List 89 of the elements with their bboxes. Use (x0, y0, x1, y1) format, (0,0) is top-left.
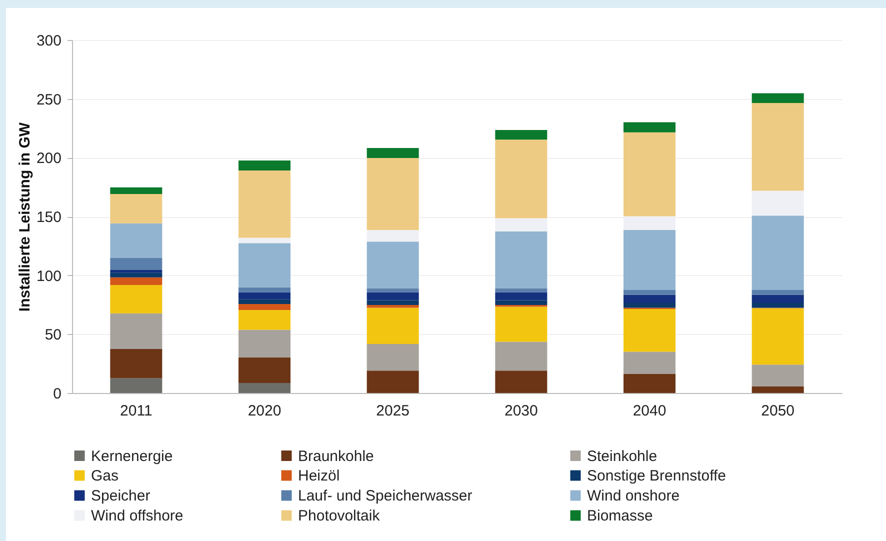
bar (495, 218, 548, 232)
x-tick-label: 2050 (761, 402, 795, 420)
bar (752, 290, 804, 295)
bar (624, 352, 676, 374)
bar (238, 292, 290, 300)
bar (495, 306, 548, 342)
bar (366, 148, 419, 158)
bar (624, 122, 676, 132)
bar (624, 230, 676, 290)
legend-label: Steinkohle (587, 448, 658, 465)
legend-label: Kernenergie (91, 448, 173, 465)
bar (366, 308, 419, 344)
bar (110, 378, 162, 393)
bar (752, 294, 804, 303)
bar (110, 270, 162, 273)
bar (110, 194, 162, 224)
bar (624, 302, 676, 308)
bar (366, 304, 419, 308)
bar (495, 292, 548, 300)
bar (366, 344, 419, 371)
y-tick-label: 150 (36, 209, 62, 226)
legend-label: Gas (91, 468, 119, 484)
bar (238, 299, 290, 304)
bar (238, 160, 290, 170)
x-tick-label: 2030 (504, 402, 538, 420)
y-tick-label: 100 (36, 268, 62, 285)
bar (366, 292, 419, 300)
bar (752, 302, 804, 308)
bar (110, 348, 162, 378)
bar (624, 374, 676, 393)
bar (366, 370, 419, 393)
x-tick-label: 2040 (632, 402, 666, 420)
y-tick-label: 250 (36, 91, 62, 108)
bar (110, 258, 162, 270)
y-tick-label: 0 (53, 386, 62, 402)
bar (110, 277, 162, 285)
bar (624, 308, 676, 352)
x-tick-label: 2020 (248, 402, 282, 420)
legend-label: Wind offshore (91, 508, 184, 524)
bar (238, 238, 290, 244)
bar (495, 370, 548, 393)
bar (495, 300, 548, 305)
y-tick-label: 300 (36, 32, 62, 50)
bar (110, 284, 162, 314)
legend-label: Speicher (91, 488, 150, 504)
legend-label: Biomasse (587, 508, 653, 524)
legend-label: Braunkohle (298, 448, 374, 465)
y-tick-label: 200 (36, 150, 62, 168)
bar (110, 223, 162, 258)
bar (238, 383, 290, 393)
bar (752, 364, 804, 386)
bar (495, 342, 548, 371)
bar (495, 288, 548, 292)
legend-label: Heizöl (298, 468, 340, 484)
bar (366, 158, 419, 230)
bar (495, 140, 548, 218)
bar (624, 132, 676, 216)
y-axis-title: Installierte Leistung in GW (16, 122, 34, 312)
y-tick-label: 50 (44, 326, 62, 344)
x-tick-label: 2025 (376, 402, 410, 420)
legend-label: Wind onshore (587, 488, 680, 504)
bar (238, 170, 290, 238)
bar (366, 288, 419, 292)
legend-label: Sonstige Brennstoffe (587, 468, 726, 484)
bar (752, 216, 804, 290)
bar (752, 190, 804, 216)
legend-label: Lauf- und Speicherwasser (298, 488, 472, 504)
bar (238, 310, 290, 330)
bar (752, 386, 804, 393)
bar (366, 300, 419, 305)
bar (110, 313, 162, 349)
bar (752, 102, 804, 191)
bar (238, 304, 290, 310)
bar (238, 243, 290, 288)
x-tick-label: 2011 (120, 402, 152, 420)
bar (624, 294, 676, 303)
bar (624, 290, 676, 295)
bar (752, 308, 804, 365)
legend-label: Photovoltaik (298, 508, 380, 524)
bar (110, 187, 162, 194)
bar (495, 130, 548, 140)
bar (238, 330, 290, 358)
bar (238, 357, 290, 383)
bar (110, 272, 162, 278)
bar (238, 287, 290, 292)
bar (366, 230, 419, 242)
bar (752, 93, 804, 103)
bar (495, 231, 548, 288)
bar (366, 242, 419, 288)
